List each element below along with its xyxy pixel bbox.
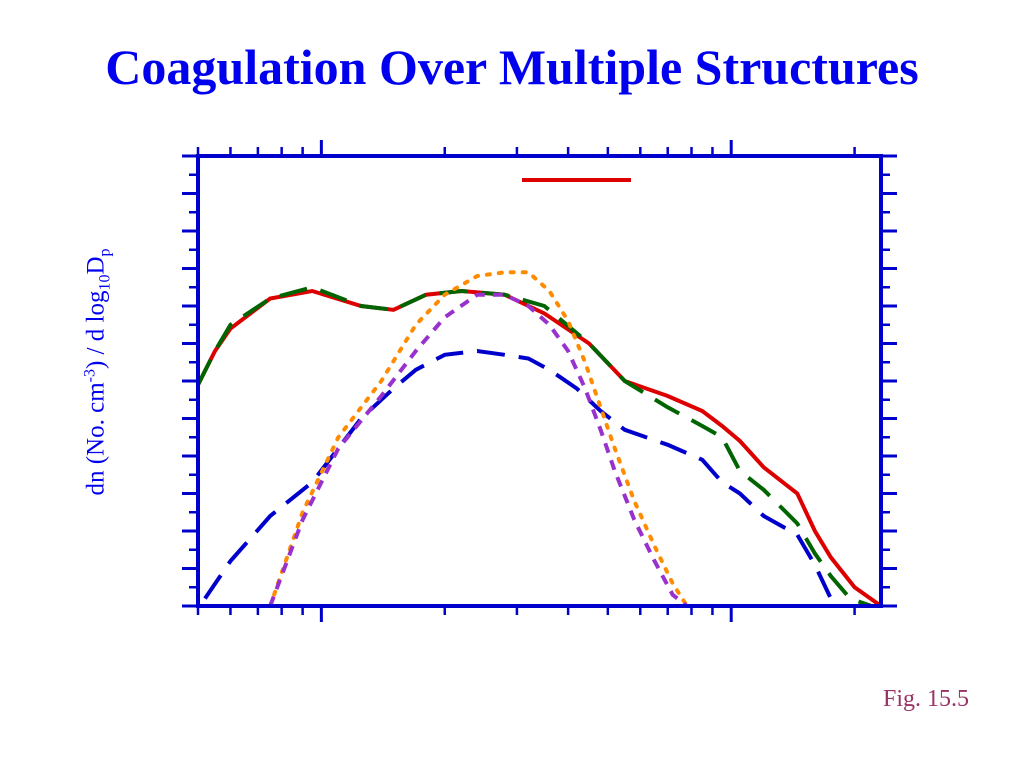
plot-frame (196, 154, 883, 608)
series-line-2 (196, 285, 873, 608)
series-lines (196, 270, 883, 608)
slide-title: Coagulation Over Multiple Structures (105, 39, 919, 95)
ylabel-middle: ) / d log (82, 290, 110, 370)
series-line-1 (196, 288, 883, 608)
ylabel-sup: -3 (81, 369, 99, 383)
ylabel-d: D (82, 256, 110, 275)
series-line-3 (203, 348, 833, 600)
series-line-4 (268, 270, 689, 608)
ylabel-sub1: 10 (96, 274, 114, 291)
figure-caption: Fig. 15.5 (882, 686, 969, 712)
ylabel-sub2: p (96, 248, 114, 257)
ylabel-prefix: dn (No. cm (82, 382, 110, 496)
